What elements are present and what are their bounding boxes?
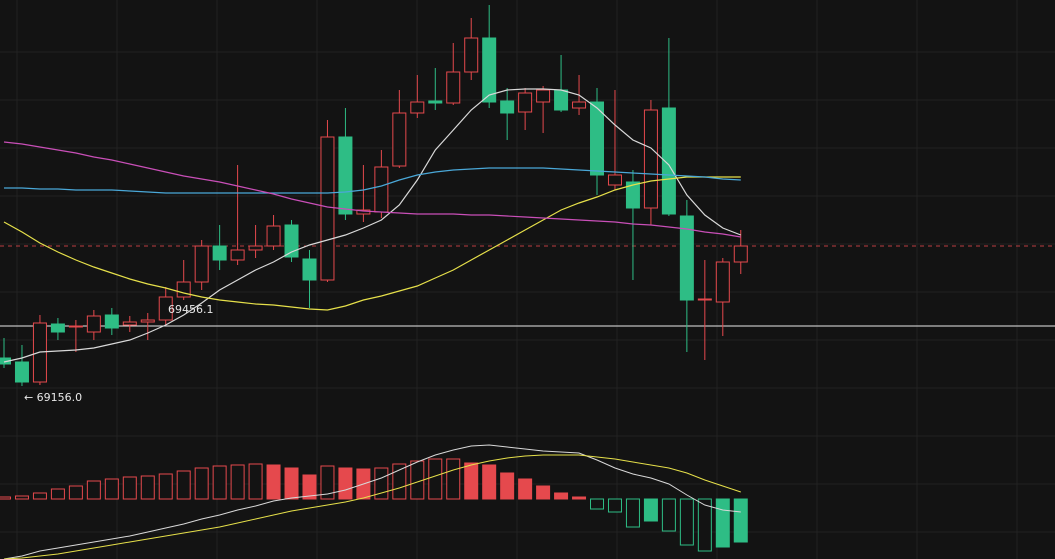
candle-body (86, 315, 101, 333)
candle-body (266, 225, 281, 247)
macd-bar (518, 478, 533, 500)
candle-body (607, 174, 622, 186)
macd-bar (661, 498, 676, 532)
candle-body (392, 112, 407, 167)
macd-bar (68, 485, 83, 500)
candle-body (302, 258, 317, 281)
macd-bar (32, 492, 47, 500)
macd-bar (122, 476, 137, 500)
candle-body (320, 136, 335, 281)
candle-body (374, 166, 389, 213)
candle-body (68, 325, 83, 328)
macd-bar (500, 472, 515, 500)
moving-average (4, 167, 741, 194)
candle-body (446, 71, 461, 104)
low-label: ← 69156.0 (24, 391, 82, 404)
candle-body (104, 314, 119, 329)
candle-body (248, 245, 263, 251)
candle-body (212, 245, 227, 261)
candle-body (194, 245, 209, 283)
macd-bar (625, 498, 640, 528)
macd-bar (482, 464, 497, 500)
candle-body (428, 100, 443, 104)
macd-bar (14, 495, 29, 500)
macd-dif (3, 444, 741, 559)
candle-body (554, 89, 569, 111)
macd-bar (697, 498, 712, 552)
macd-bar (194, 467, 209, 500)
macd-bar (733, 498, 748, 543)
macd-bar (302, 474, 317, 500)
macd-bar (140, 475, 155, 500)
macd-bar (230, 464, 245, 500)
macd-bar (590, 498, 605, 510)
macd-bar (446, 458, 461, 500)
candle-body (500, 100, 515, 114)
macd-bar (464, 462, 479, 500)
candle-body (230, 249, 245, 261)
candle-body (122, 321, 137, 326)
candle-body (679, 215, 694, 301)
candle-body (158, 296, 173, 321)
candle-body (733, 245, 748, 263)
macd-bar (104, 478, 119, 500)
candle-body (50, 323, 65, 333)
macd-bar (338, 467, 353, 500)
candle-body (176, 281, 191, 298)
macd-bar (607, 498, 622, 513)
candle-body (410, 101, 425, 114)
macd-bar (572, 496, 587, 500)
macd-bar (158, 473, 173, 500)
candle-body (590, 101, 605, 176)
candle-body (464, 37, 479, 73)
macd-bar (536, 485, 551, 500)
moving-average (3, 176, 741, 311)
macd-bar (212, 465, 227, 500)
moving-average (3, 88, 742, 363)
candle-body (572, 101, 587, 109)
candle-body (338, 136, 353, 215)
candle-body (140, 319, 155, 323)
candle-body (625, 181, 640, 209)
candle-body (536, 89, 551, 103)
macd-bar (643, 498, 658, 522)
candle-body (482, 37, 497, 103)
candle-body (643, 109, 658, 209)
macd-bar (248, 463, 263, 500)
macd-bar (679, 498, 694, 546)
macd-bar (0, 496, 11, 500)
candle-body (356, 209, 371, 215)
macd-bar (715, 498, 730, 548)
candle-body (284, 224, 299, 258)
macd-bar (554, 492, 569, 500)
macd-bar (392, 463, 407, 500)
macd-bar (50, 488, 65, 500)
macd-dea (3, 454, 741, 559)
marker-label: 69456.1 (168, 303, 214, 316)
moving-average (3, 141, 741, 238)
macd-bar (284, 467, 299, 500)
macd-bar (320, 465, 335, 500)
macd-bar (428, 458, 443, 500)
macd-bar (374, 467, 389, 500)
candle-body (697, 298, 712, 301)
macd-bar (86, 480, 101, 500)
candle-body (518, 92, 533, 113)
macd-bar (176, 470, 191, 500)
candle-body (14, 361, 29, 383)
macd-bar (266, 464, 281, 500)
candle-body (715, 261, 730, 303)
candle-body (661, 107, 676, 215)
